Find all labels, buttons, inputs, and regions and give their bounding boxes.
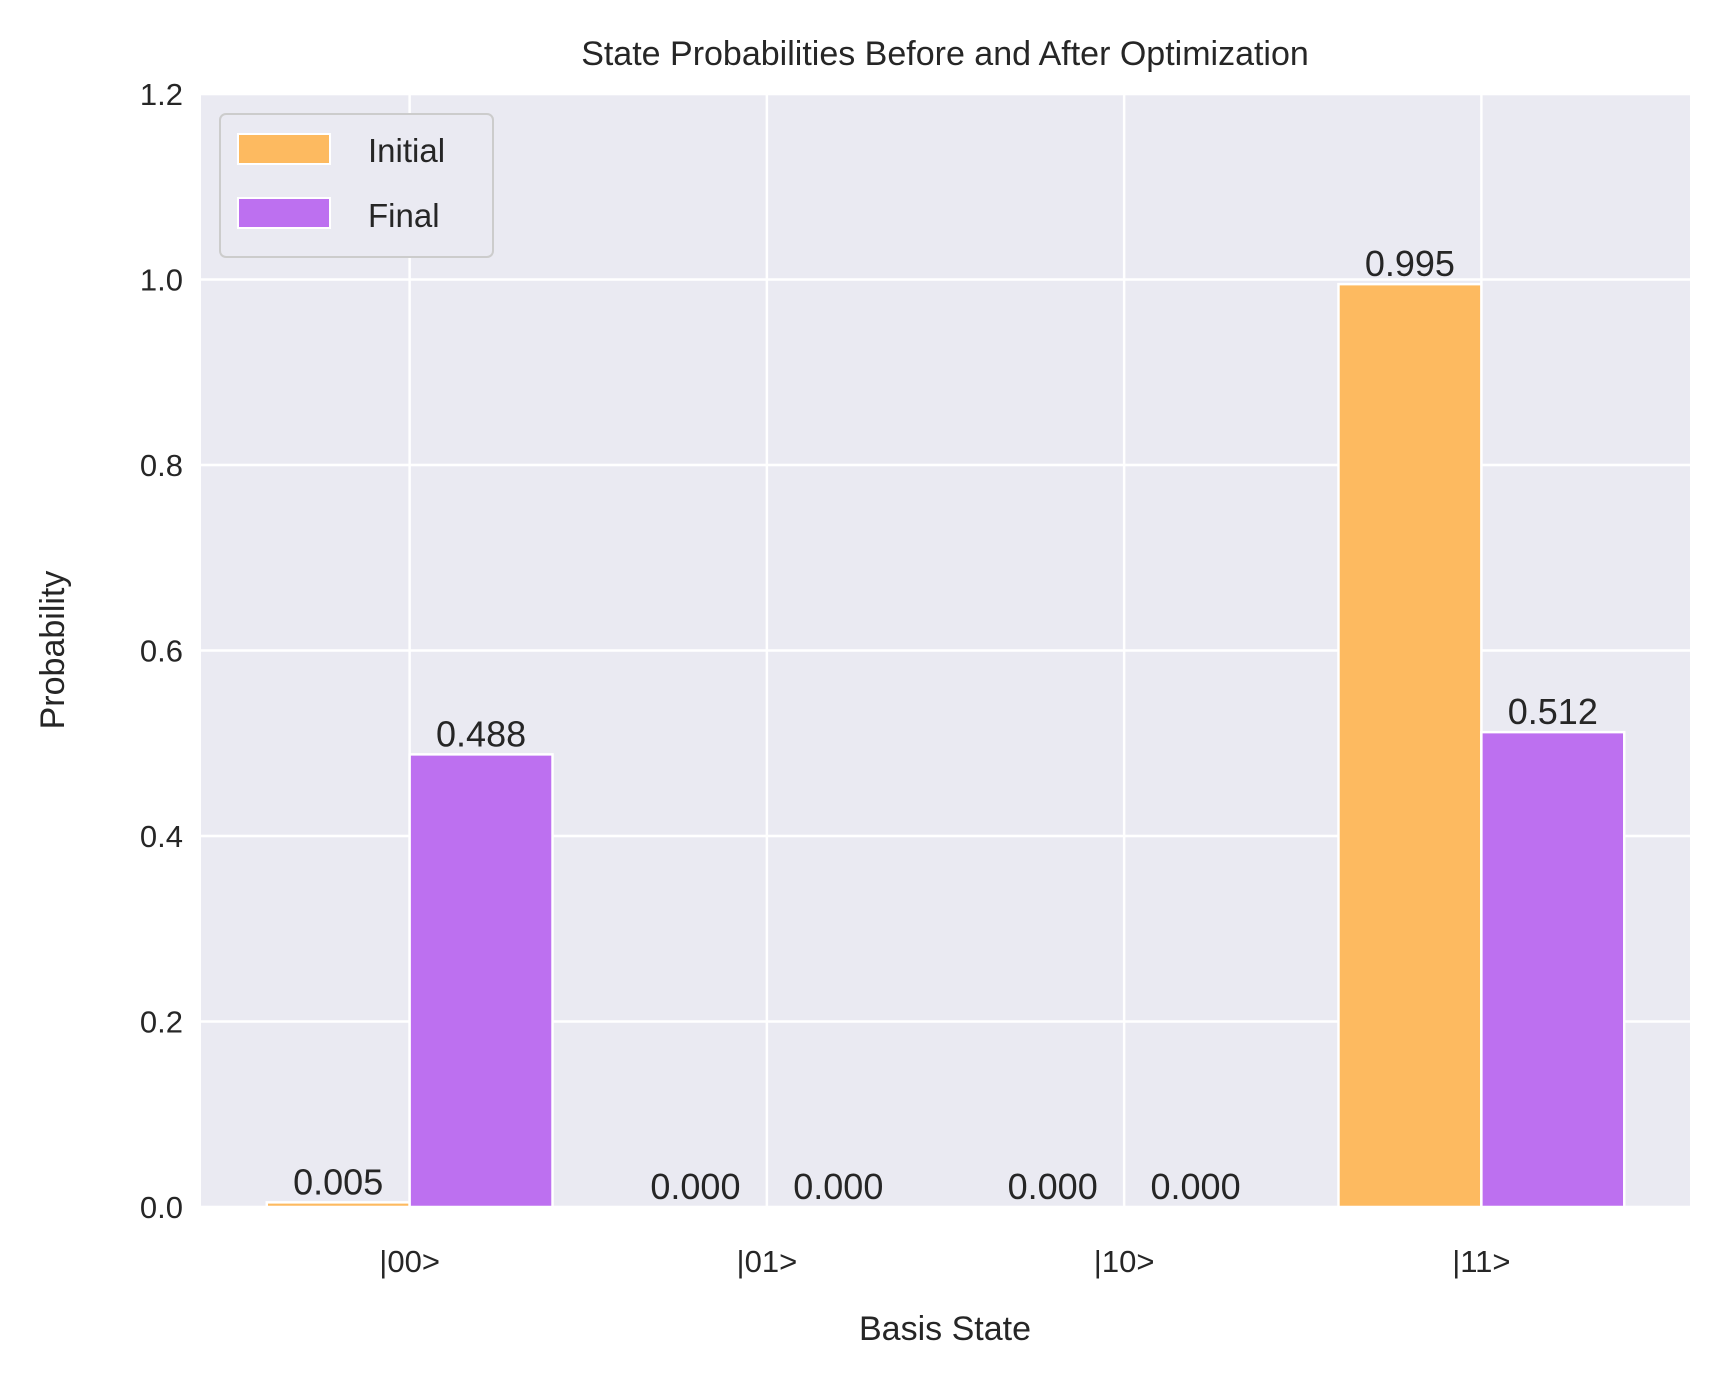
legend-label-final: Final (368, 197, 440, 234)
bar-value-label: 0.000 (793, 1166, 883, 1207)
y-tick-label: 0.4 (140, 819, 183, 854)
legend-label-initial: Initial (368, 132, 445, 169)
legend: Initial Final (219, 113, 494, 258)
y-tick-label: 0.6 (140, 634, 183, 669)
y-tick-label: 0.8 (140, 448, 183, 483)
y-axis-label: Probability (34, 571, 72, 730)
legend-swatch-initial (237, 133, 331, 165)
chart-title: State Probabilities Before and After Opt… (581, 35, 1309, 73)
x-axis-label: Basis State (859, 1310, 1031, 1348)
bar-value-label: 0.000 (1008, 1166, 1098, 1207)
bar-value-label: 0.512 (1508, 691, 1598, 732)
y-tick-label: 1.0 (140, 263, 183, 298)
bar-final (1480, 730, 1626, 1209)
x-tick-label: |11> (1452, 1244, 1510, 1279)
y-tick-label: 0.2 (140, 1005, 183, 1040)
bar-value-label: 0.995 (1365, 243, 1455, 284)
bar-value-label: 0.000 (650, 1166, 740, 1207)
x-tick-label: |01> (737, 1244, 798, 1279)
x-tick-label: |00> (379, 1244, 440, 1279)
bar-value-label: 0.488 (436, 713, 526, 754)
y-tick-label: 1.2 (140, 77, 183, 112)
bar-value-label: 0.000 (1151, 1166, 1241, 1207)
bar-initial (1337, 282, 1483, 1209)
bar-initial (265, 1201, 411, 1209)
bar-value-label: 0.005 (293, 1161, 383, 1202)
legend-swatch-final (237, 197, 331, 229)
bar-final (408, 753, 554, 1209)
y-tick-label: 0.0 (140, 1190, 183, 1225)
x-tick-label: |10> (1094, 1244, 1155, 1279)
